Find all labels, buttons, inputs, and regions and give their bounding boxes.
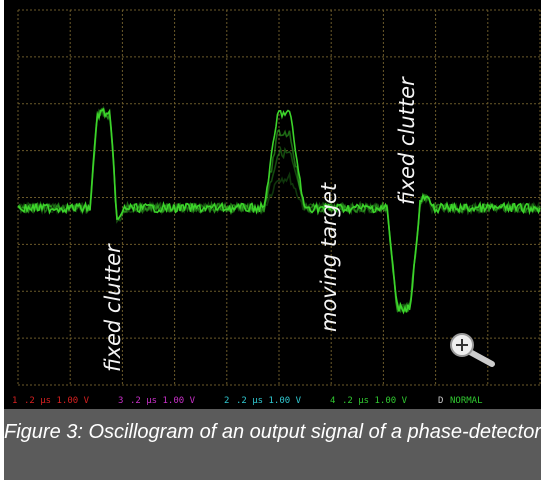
caption: Figure 3: Oscillogram of an output signa… [4,409,541,480]
page: fixed clutter moving target fixed clutte… [0,0,545,480]
status-channel: 2 [224,396,229,406]
status-channel: 3 [118,396,123,406]
status-setting: .2 µs 1.00 V [236,396,302,406]
status-channel: 1 [12,396,17,406]
annotation: moving target [317,182,341,332]
status-setting: .2 µs 1.00 V [24,396,90,406]
annotation: fixed clutter [395,76,419,205]
status-channel: D [438,396,443,406]
status-channel: 4 [330,396,335,406]
oscillogram: fixed clutter moving target fixed clutte… [0,0,545,409]
status-setting: .2 µs 1.00 V [342,396,408,406]
annotation: fixed clutter [101,243,125,372]
status-setting: .2 µs 1.00 V [130,396,196,406]
status-setting: NORMAL [450,396,483,406]
